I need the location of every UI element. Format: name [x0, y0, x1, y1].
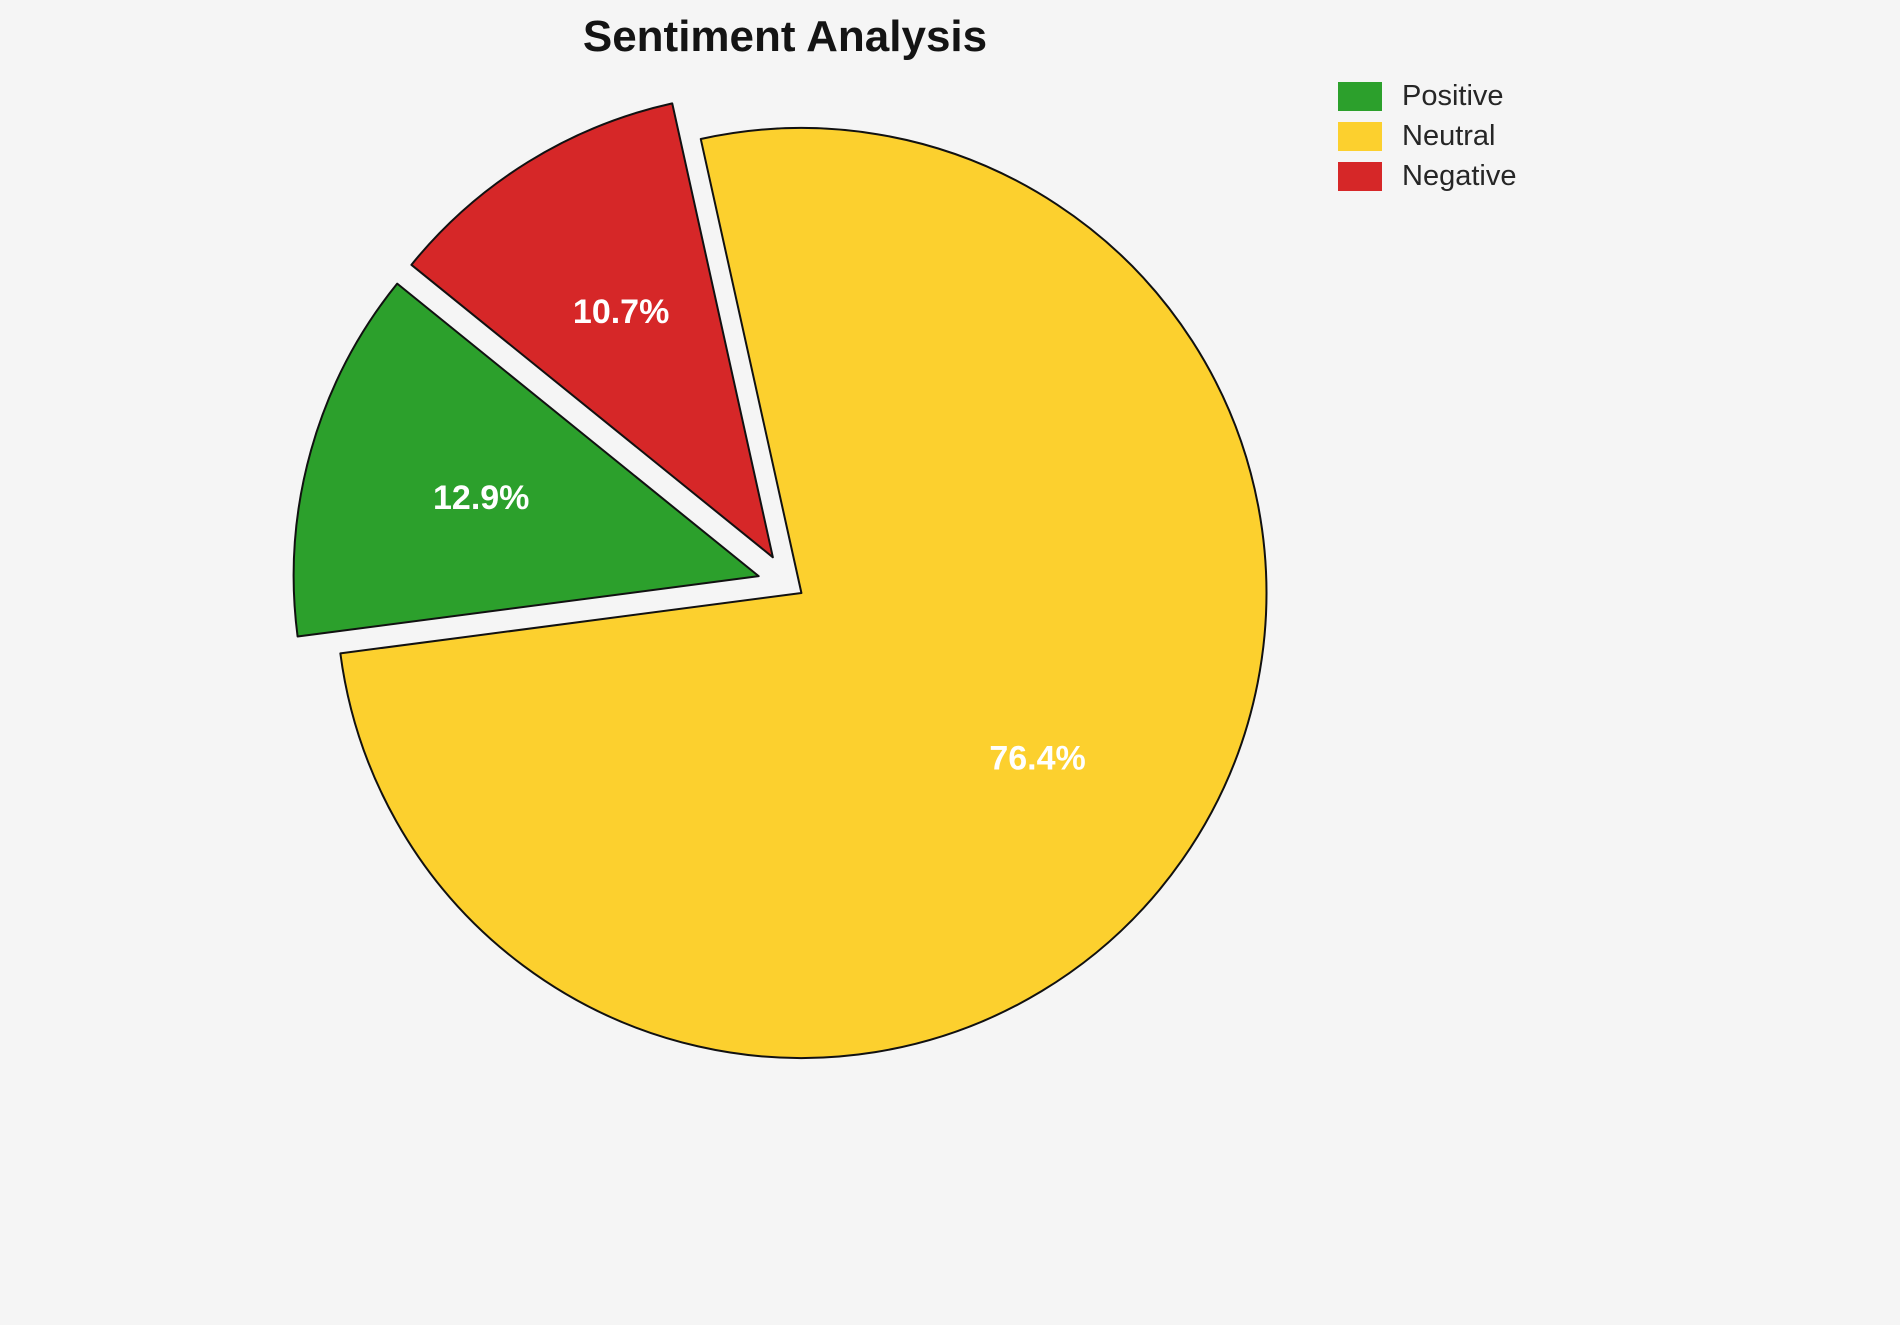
- legend-label: Neutral: [1402, 120, 1496, 152]
- pct-label-positive: 12.9%: [433, 479, 529, 517]
- legend-swatch-positive: [1338, 82, 1382, 111]
- legend-label: Positive: [1402, 80, 1504, 112]
- legend-swatch-neutral: [1338, 122, 1382, 151]
- legend-item-positive: Positive: [1338, 82, 1516, 111]
- pct-label-negative: 10.7%: [573, 293, 669, 331]
- chart-title: Sentiment Analysis: [582, 12, 988, 61]
- pie-slice-negative: [410, 102, 774, 559]
- legend-label: Negative: [1402, 160, 1517, 192]
- pie-slice-positive: [292, 282, 760, 638]
- pie-slice-neutral: [339, 127, 1268, 1059]
- legend-swatch-negative: [1338, 162, 1382, 191]
- pct-label-neutral: 76.4%: [989, 739, 1085, 777]
- legend-item-negative: Negative: [1338, 162, 1516, 191]
- legend-item-neutral: Neutral: [1338, 122, 1516, 151]
- legend: Positive Neutral Negative: [1338, 82, 1516, 191]
